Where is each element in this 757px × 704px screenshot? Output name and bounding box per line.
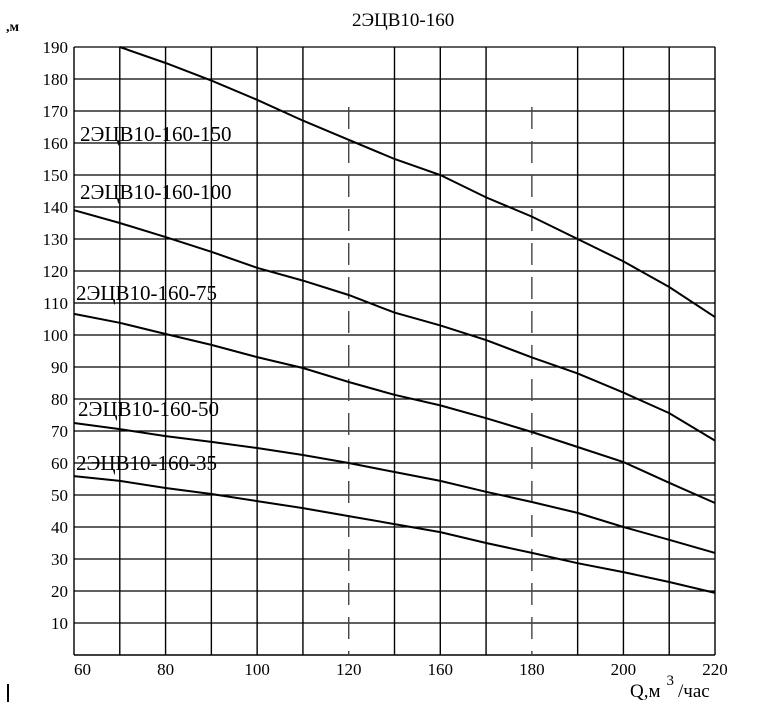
y-tick-label: 130 [43,230,69,249]
y-tick-label: 70 [51,422,68,441]
curves [73,46,716,594]
x-tick-label: 160 [428,660,454,679]
y-tick-label: 120 [43,262,69,281]
y-tick-labels: 10 20 30 40 50 60 70 80 90 100 110 120 130 140 150 160 1… [43,38,69,633]
x-axis-label-sup: 3 [667,673,675,689]
y-tick-label: 60 [51,454,68,473]
y-tick-label: 190 [43,38,69,57]
y-tick-label: 100 [43,326,69,345]
y-tick-label: 80 [51,390,68,409]
curve-2ЭЦВ10-160-150 [119,46,716,318]
x-axis-label-tail: /час [678,681,710,702]
x-tick-label: 100 [244,660,270,679]
y-tick-label: 160 [43,134,69,153]
y-tick-label: 170 [43,102,69,121]
y-tick-label: 10 [51,614,68,633]
x-tick-labels: 60 80 100 120 160 180 200 220 [74,660,728,679]
curve-2ЭЦВ10-160-75 [73,312,716,504]
x-axis-label-main: Q,м [630,681,661,702]
y-tick-label: 50 [51,486,68,505]
series-label: 2ЭЦВ10-160-100 [80,180,232,204]
y-tick-label: 30 [51,550,68,569]
series-labels: 2ЭЦВ10-160-150 2ЭЦВ10-160-100 2ЭЦВ10-160-7… [76,122,232,475]
y-tick-label: 180 [43,70,69,89]
chart-title: 2ЭЦВ10-160 [352,10,454,31]
series-label: 2ЭЦВ10-160-75 [76,281,217,305]
y-tick-label: 20 [51,582,68,601]
x-tick-label: 60 [74,660,91,679]
x-tick-label: 200 [611,660,637,679]
y-tick-label: 140 [43,198,69,217]
x-tick-label: 180 [519,660,545,679]
x-tick-label: 80 [157,660,174,679]
x-tick-label: 220 [702,660,728,679]
curve-2ЭЦВ10-160-100 [73,209,716,442]
y-tick-label: 150 [43,166,69,185]
series-label: 2ЭЦВ10-160-35 [76,451,217,475]
curve-2ЭЦВ10-160-35 [73,475,716,594]
curve-2ЭЦВ10-160-50 [73,422,716,554]
grid [73,46,716,656]
series-label: 2ЭЦВ10-160-50 [78,397,219,421]
series-label: 2ЭЦВ10-160-150 [80,122,232,146]
y-tick-label: 40 [51,518,68,537]
x-tick-label: 120 [336,660,362,679]
y-axis-label: ,м [6,20,20,35]
y-tick-label: 110 [43,294,68,313]
y-tick-label: 90 [51,358,68,377]
x-axis-label: Q,м 3/час [630,673,710,702]
